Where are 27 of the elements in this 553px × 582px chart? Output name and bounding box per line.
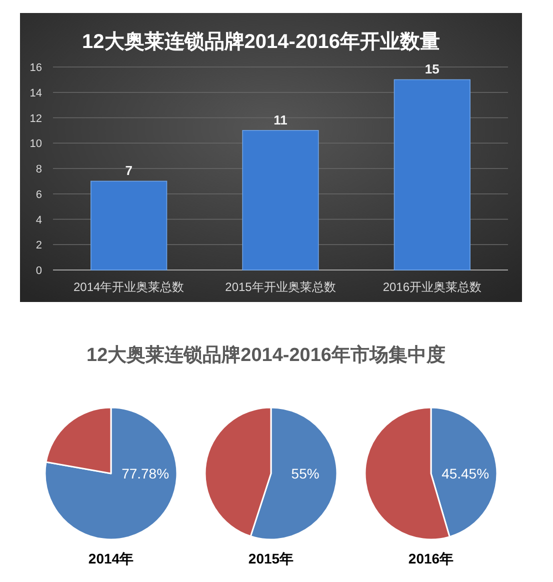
text: 2015年 xyxy=(248,550,294,566)
text: 2016年 xyxy=(408,550,454,566)
bar xyxy=(90,180,168,270)
x-tick-label: 2014年开业奥莱总数 xyxy=(73,280,184,294)
data-label: 7 xyxy=(125,163,132,178)
y-tick-label: 14 xyxy=(30,87,42,100)
data-label: 45.45% xyxy=(442,466,490,482)
text: 2014年 xyxy=(88,550,134,566)
chart-title: 12大奥莱连锁品牌2014-2016年开业数量 xyxy=(82,31,440,53)
y-tick-label: 4 xyxy=(36,214,42,226)
y-tick-label: 8 xyxy=(36,164,42,176)
y-tick-label: 0 xyxy=(36,265,42,277)
data-label: 11 xyxy=(274,112,288,128)
y-tick-label: 6 xyxy=(36,188,42,201)
y-tick-label: 12 xyxy=(30,112,42,125)
y-tick-label: 10 xyxy=(30,138,42,150)
data-label: 77.78% xyxy=(122,466,170,482)
x-tick-label: 2016开业奥莱总数 xyxy=(382,280,482,294)
bar xyxy=(242,130,319,270)
bar xyxy=(394,79,470,270)
y-tick-label: 16 xyxy=(30,62,42,74)
pie-slice xyxy=(44,406,178,540)
y-tick-label: 2 xyxy=(36,240,42,252)
data-label: 15 xyxy=(424,62,440,77)
data-label: 55% xyxy=(291,466,320,482)
text: 12大奥莱连锁品牌2014-2016年市场集中度 xyxy=(86,344,446,366)
x-tick-label: 2015年开业奥莱总数 xyxy=(225,280,336,294)
